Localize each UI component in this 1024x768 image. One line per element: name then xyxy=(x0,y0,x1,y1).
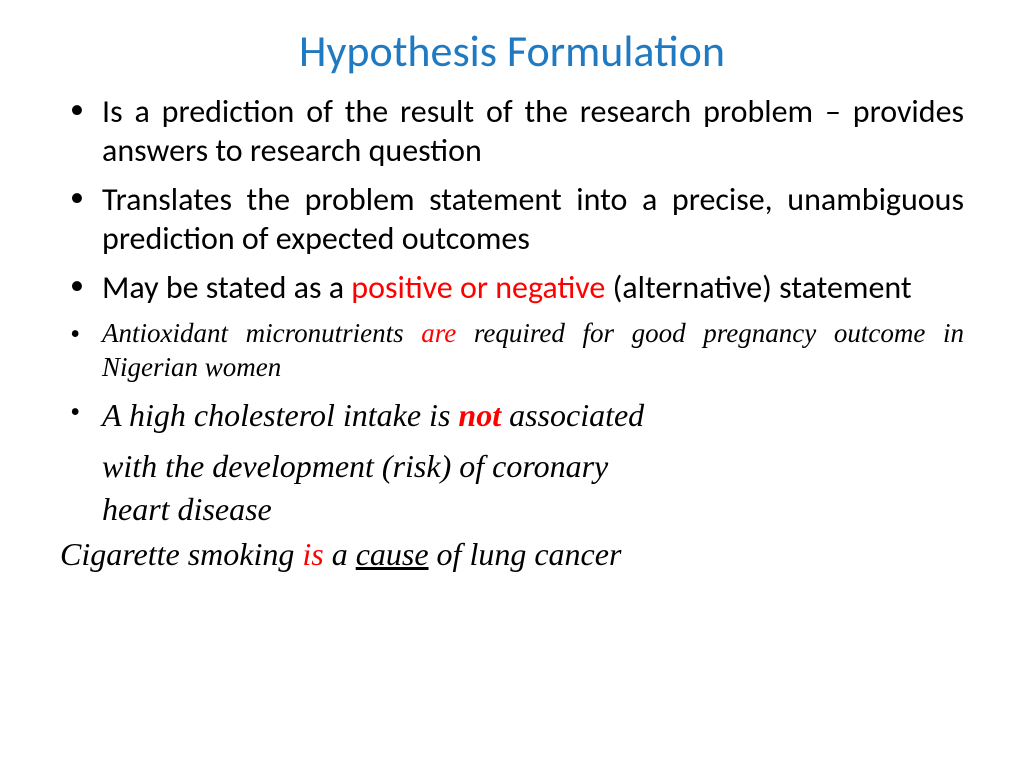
slide-title: Hypothesis Formulation xyxy=(60,24,964,78)
final-text-part: Cigarette smoking xyxy=(60,536,302,572)
bullet-text-part: May be stated as a xyxy=(102,268,351,307)
slide: Hypothesis Formulation Is a prediction o… xyxy=(0,0,1024,768)
final-text-part: a xyxy=(324,536,356,572)
highlight-text: is xyxy=(302,536,323,572)
bullet-text-part: (alternative) statement xyxy=(605,268,911,307)
bullet-item-1: Is a prediction of the result of the res… xyxy=(60,92,964,170)
final-text-part: of lung cancer xyxy=(429,536,622,572)
bullet-text-part: Antioxidant micronutrients xyxy=(102,318,421,348)
bullet-text-part: A high cholesterol intake is xyxy=(102,397,458,433)
bullet-item-5: A high cholesterol intake is not associa… xyxy=(60,395,964,436)
bullet-list: Is a prediction of the result of the res… xyxy=(60,92,964,436)
highlight-text-bold: not xyxy=(458,397,501,433)
bullet-item-4: Antioxidant micronutrients are required … xyxy=(60,317,964,385)
bullet-item-2: Translates the problem statement into a … xyxy=(60,180,964,258)
final-statement: Cigarette smoking is a cause of lung can… xyxy=(60,536,964,573)
continuation-line-1: with the development (risk) of coronary xyxy=(60,446,964,487)
highlight-text: are xyxy=(421,318,456,348)
underlined-text: cause xyxy=(356,536,429,572)
bullet-text: Translates the problem statement into a … xyxy=(102,180,964,258)
highlight-text: positive or negative xyxy=(351,268,605,307)
bullet-text-part: associated xyxy=(501,397,644,433)
bullet-text: Is a prediction of the result of the res… xyxy=(102,92,964,170)
bullet-item-3: May be stated as a positive or negative … xyxy=(60,268,964,307)
continuation-line-2: heart disease xyxy=(60,489,964,530)
